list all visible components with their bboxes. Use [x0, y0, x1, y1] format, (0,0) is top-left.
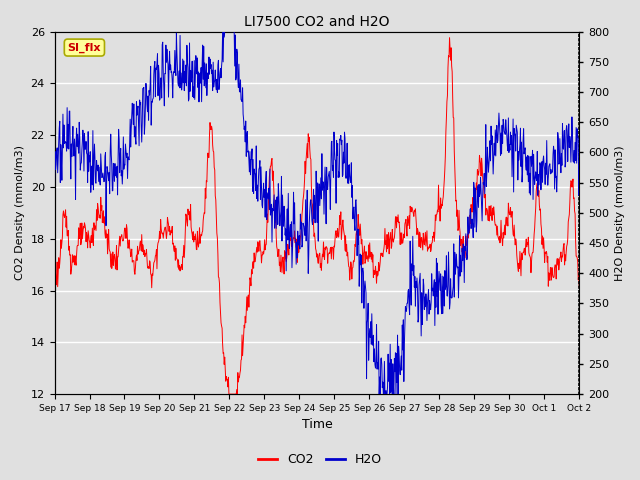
- X-axis label: Time: Time: [301, 419, 332, 432]
- Text: SI_flx: SI_flx: [68, 42, 101, 53]
- Legend: CO2, H2O: CO2, H2O: [253, 448, 387, 471]
- Y-axis label: H2O Density (mmol/m3): H2O Density (mmol/m3): [615, 145, 625, 281]
- Y-axis label: CO2 Density (mmol/m3): CO2 Density (mmol/m3): [15, 145, 25, 280]
- Title: LI7500 CO2 and H2O: LI7500 CO2 and H2O: [244, 15, 390, 29]
